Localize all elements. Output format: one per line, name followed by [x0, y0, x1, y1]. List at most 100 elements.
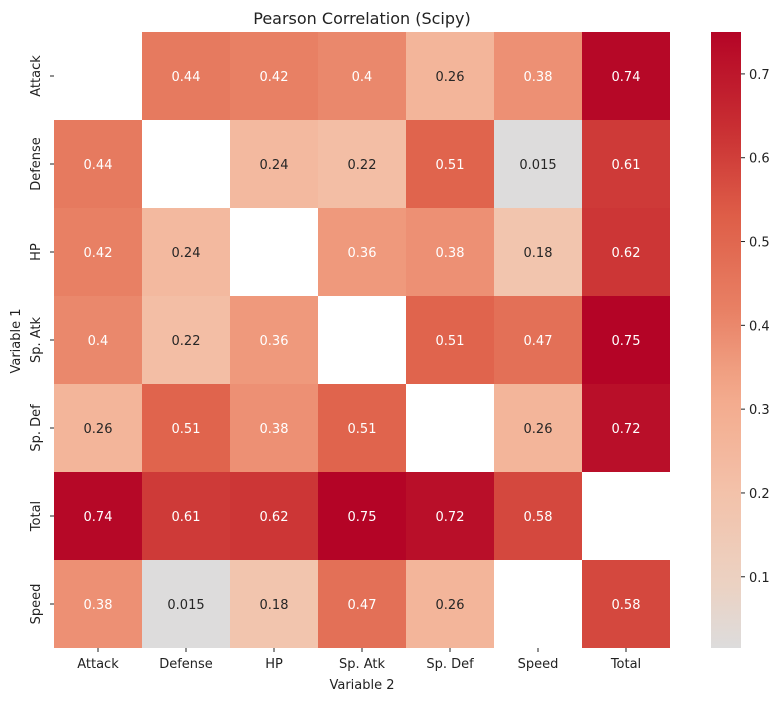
cell-value-label: 0.18	[524, 246, 553, 261]
heatmap-cell	[318, 560, 406, 648]
cell-value-label: 0.75	[348, 510, 377, 525]
heatmap-cell	[406, 32, 494, 120]
heatmap-cell	[142, 296, 230, 384]
cell-value-label: 0.62	[612, 246, 641, 261]
heatmap-cell	[142, 560, 230, 648]
heatmap-cell	[318, 472, 406, 560]
x-tick-label: Defense	[159, 657, 213, 672]
heatmap-cell	[582, 120, 670, 208]
cell-value-label: 0.51	[348, 422, 377, 437]
heatmap-cell	[230, 384, 318, 472]
cell-value-label: 0.22	[348, 158, 377, 173]
heatmap-cell	[54, 560, 142, 648]
heatmap-cell	[142, 472, 230, 560]
x-tick-label: Speed	[518, 657, 559, 672]
colorbar-gradient	[711, 32, 741, 648]
heatmap-cells: 0.44 0.42 0.4 0.26 0.38 0.74 0.44 0.24 0.22 0.51 0…	[54, 32, 670, 648]
cell-value-label: 0.4	[352, 70, 373, 85]
cell-value-label: 0.51	[172, 422, 201, 437]
x-tick-label: Sp. Def	[426, 657, 474, 672]
colorbar-tick-label: 0.3	[749, 403, 770, 418]
cell-value-label: 0.24	[260, 158, 289, 173]
cell-value-label: 0.26	[436, 598, 465, 613]
heatmap-cell	[54, 120, 142, 208]
heatmap-cell	[582, 384, 670, 472]
colorbar-tick-label: 0.7	[749, 68, 770, 83]
y-axis-ticks: Attack Defense HP Sp. Atk Sp. Def Total Speed	[29, 55, 54, 624]
x-tick-label: HP	[265, 657, 283, 672]
cell-value-label: 0.18	[260, 598, 289, 613]
colorbar: 0.1 0.2 0.3 0.4 0.5 0.6 0.7	[711, 32, 770, 648]
heatmap-cell	[230, 296, 318, 384]
y-tick-label: Total	[29, 501, 44, 532]
cell-value-label: 0.38	[260, 422, 289, 437]
cell-value-label: 0.22	[172, 334, 201, 349]
heatmap-cell	[406, 560, 494, 648]
cell-value-label: 0.72	[436, 510, 465, 525]
heatmap-cell	[494, 384, 582, 472]
cell-value-label: 0.44	[172, 70, 201, 85]
cell-value-label: 0.26	[84, 422, 113, 437]
heatmap-cell	[494, 296, 582, 384]
cell-value-label: 0.38	[436, 246, 465, 261]
heatmap-cell	[582, 560, 670, 648]
y-tick-label: Sp. Def	[29, 404, 44, 452]
cell-value-label: 0.51	[436, 158, 465, 173]
heatmap-cell	[582, 32, 670, 120]
cell-value-label: 0.72	[612, 422, 641, 437]
cell-value-label: 0.47	[524, 334, 553, 349]
cell-value-label: 0.015	[519, 158, 556, 173]
cell-value-label: 0.42	[84, 246, 113, 261]
heatmap-cell	[142, 384, 230, 472]
y-axis-label: Variable 1	[9, 308, 24, 373]
heatmap-cell	[54, 208, 142, 296]
cell-value-label: 0.75	[612, 334, 641, 349]
heatmap-cell	[494, 120, 582, 208]
heatmap-cell	[230, 32, 318, 120]
heatmap-cell	[54, 296, 142, 384]
x-axis-label: Variable 2	[329, 678, 394, 693]
cell-value-label: 0.38	[84, 598, 113, 613]
heatmap-cell	[582, 296, 670, 384]
heatmap-cell	[54, 472, 142, 560]
heatmap-cell	[494, 32, 582, 120]
heatmap-cell	[406, 208, 494, 296]
heatmap-cell	[318, 208, 406, 296]
y-tick-label: Sp. Atk	[29, 317, 44, 364]
heatmap-cell	[494, 472, 582, 560]
y-tick-label: Defense	[29, 137, 44, 191]
cell-value-label: 0.26	[524, 422, 553, 437]
heatmap-cell	[54, 384, 142, 472]
cell-value-label: 0.38	[524, 70, 553, 85]
cell-value-label: 0.44	[84, 158, 113, 173]
cell-value-label: 0.61	[172, 510, 201, 525]
heatmap-cell	[318, 384, 406, 472]
colorbar-tick-label: 0.2	[749, 487, 770, 502]
heatmap-cell	[406, 472, 494, 560]
cell-value-label: 0.74	[612, 70, 641, 85]
x-tick-label: Total	[610, 657, 641, 672]
cell-value-label: 0.26	[436, 70, 465, 85]
heatmap-cell	[230, 120, 318, 208]
cell-value-label: 0.58	[524, 510, 553, 525]
heatmap-cell	[494, 208, 582, 296]
heatmap-cell	[318, 120, 406, 208]
cell-value-label: 0.58	[612, 598, 641, 613]
cell-value-label: 0.61	[612, 158, 641, 173]
cell-value-label: 0.51	[436, 334, 465, 349]
heatmap-cell	[142, 32, 230, 120]
cell-value-label: 0.36	[348, 246, 377, 261]
cell-value-label: 0.015	[167, 598, 204, 613]
x-axis-ticks: Attack Defense HP Sp. Atk Sp. Def Speed Total	[77, 648, 641, 672]
cell-value-label: 0.62	[260, 510, 289, 525]
cell-value-label: 0.24	[172, 246, 201, 261]
colorbar-tick-label: 0.4	[749, 319, 770, 334]
cell-value-label: 0.47	[348, 598, 377, 613]
colorbar-tick-label: 0.6	[749, 152, 770, 167]
cell-value-label: 0.4	[88, 334, 109, 349]
x-tick-label: Attack	[77, 657, 119, 672]
heatmap-cell	[142, 208, 230, 296]
cell-value-label: 0.36	[260, 334, 289, 349]
heatmap-cell	[318, 32, 406, 120]
